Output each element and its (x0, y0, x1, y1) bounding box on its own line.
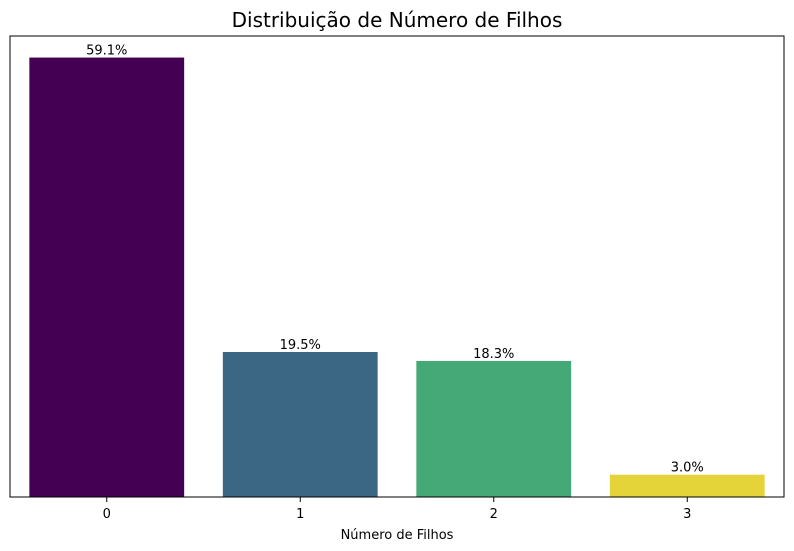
bar-1 (222, 352, 378, 497)
data-label-2: 18.3% (473, 347, 514, 362)
bar-2 (416, 360, 572, 497)
x-tick-label-2: 2 (490, 507, 498, 522)
x-tick-label-0: 0 (103, 507, 111, 522)
data-label-1: 19.5% (280, 338, 321, 353)
chart-title: Distribuição de Número de Filhos (232, 8, 563, 32)
bar-0 (29, 57, 185, 498)
bar-3 (609, 474, 765, 497)
data-labels-group: 59.1% 19.5% 18.3% 3.0% (86, 44, 704, 476)
bars-group (29, 57, 765, 498)
data-label-3: 3.0% (671, 461, 704, 476)
data-label-0: 59.1% (86, 44, 127, 59)
x-axis-label: Número de Filhos (341, 528, 454, 543)
x-tick-label-3: 3 (683, 507, 691, 522)
x-axis-ticks: 0 1 2 3 (103, 497, 691, 522)
x-tick-label-1: 1 (296, 507, 304, 522)
plot-area-frame (9, 35, 785, 498)
